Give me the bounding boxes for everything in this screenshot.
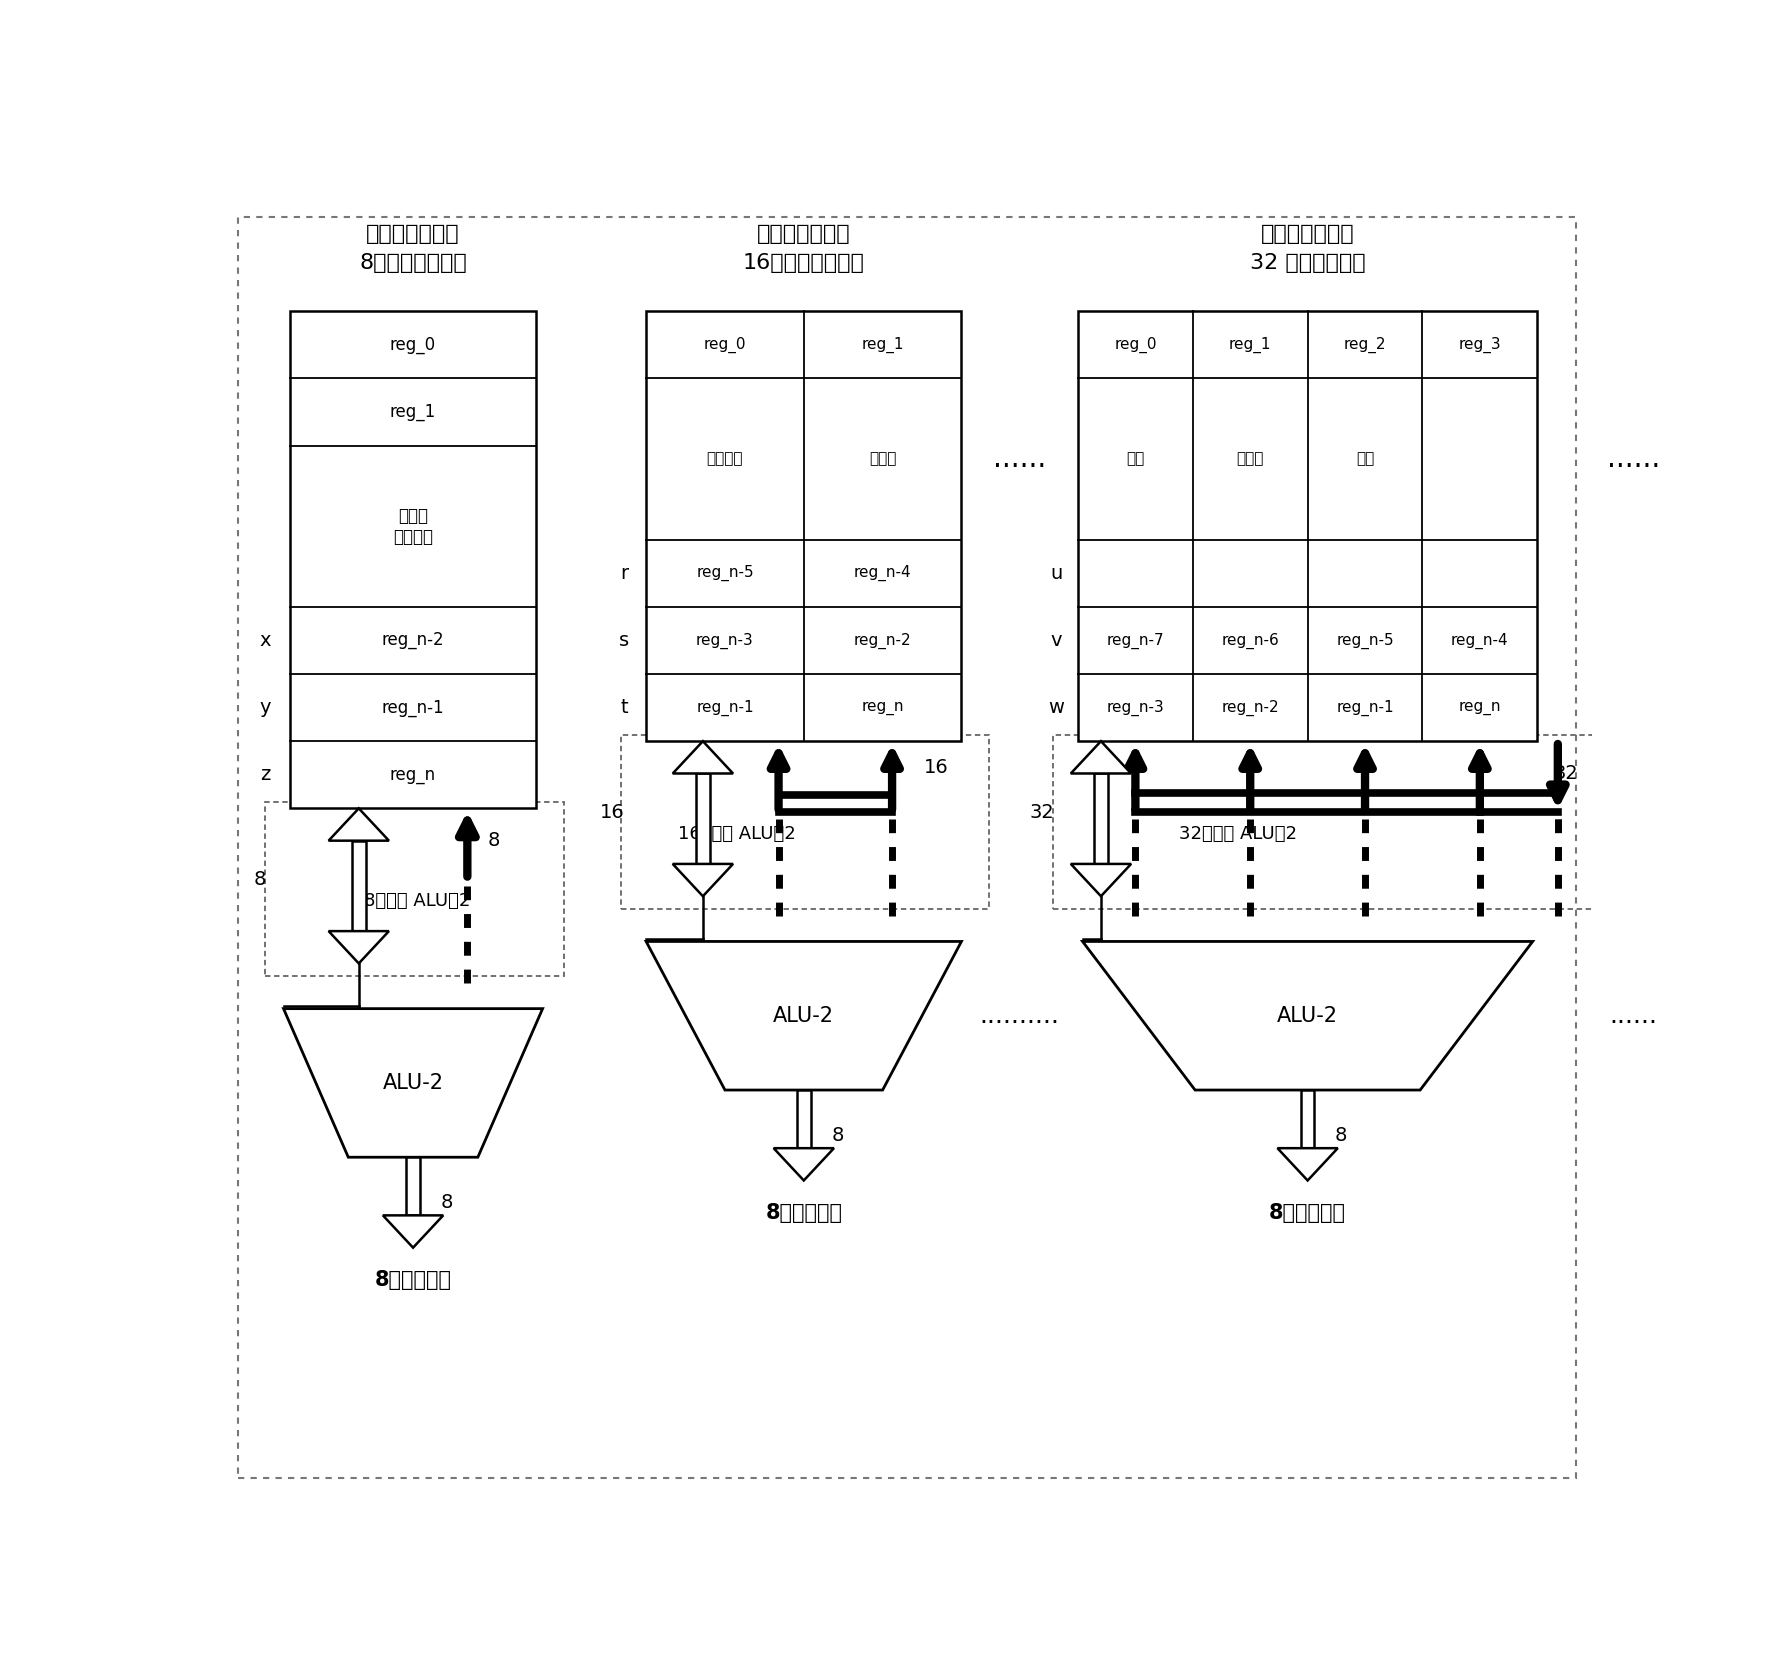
Text: reg_n-5: reg_n-5 (697, 565, 754, 581)
Text: ......: ...... (992, 445, 1045, 473)
Text: 16: 16 (600, 802, 624, 822)
Text: ALU-2: ALU-2 (382, 1072, 444, 1092)
Text: 8位带宽组织形式: 8位带宽组织形式 (359, 253, 467, 274)
Bar (796, 1091, 810, 1148)
Text: ALU-2: ALU-2 (1277, 1005, 1337, 1025)
Bar (1093, 774, 1107, 864)
Polygon shape (672, 864, 732, 896)
Text: 多功能
寄存器堆: 多功能 寄存器堆 (393, 507, 433, 545)
Text: 8位带宽 ALU－2: 8位带宽 ALU－2 (364, 893, 471, 911)
Text: reg_n-2: reg_n-2 (382, 631, 444, 649)
Text: x: x (260, 631, 271, 649)
Polygon shape (646, 941, 962, 1091)
Text: reg_0: reg_0 (389, 336, 437, 354)
Text: 能寄存: 能寄存 (1237, 451, 1263, 466)
Text: reg_n-4: reg_n-4 (1451, 633, 1509, 648)
Text: reg_n-1: reg_n-1 (697, 700, 754, 717)
Text: 8: 8 (1336, 1126, 1348, 1144)
Bar (695, 774, 709, 864)
Polygon shape (1070, 864, 1130, 896)
Text: 8位数据总线: 8位数据总线 (375, 1270, 451, 1290)
Text: ALU-2: ALU-2 (773, 1005, 835, 1025)
Text: 多功: 多功 (1127, 451, 1145, 466)
Text: ......: ...... (1606, 445, 1659, 473)
Text: 32 位带宽组织形: 32 位带宽组织形 (1251, 253, 1366, 274)
Text: ......: ...... (1610, 1003, 1658, 1027)
Text: z: z (260, 765, 271, 784)
Text: reg_n-3: reg_n-3 (695, 633, 754, 648)
Polygon shape (1083, 941, 1532, 1091)
Bar (407, 1158, 419, 1215)
Bar (1077, 310, 1537, 742)
Text: 器堆: 器堆 (1355, 451, 1375, 466)
Text: 8: 8 (831, 1126, 844, 1144)
Text: r: r (621, 564, 628, 582)
Text: reg_n-1: reg_n-1 (1336, 700, 1394, 717)
Text: 多功能寄存器堆: 多功能寄存器堆 (757, 223, 851, 243)
Text: ..........: .......... (980, 1003, 1060, 1027)
Text: u: u (1051, 564, 1061, 582)
Text: reg_n-3: reg_n-3 (1107, 700, 1164, 717)
Text: reg_n-6: reg_n-6 (1221, 633, 1279, 648)
Text: reg_3: reg_3 (1458, 337, 1502, 352)
Text: v: v (1051, 631, 1061, 649)
Text: reg_1: reg_1 (862, 337, 904, 352)
Text: reg_n: reg_n (389, 765, 437, 784)
Text: w: w (1047, 698, 1063, 717)
Text: reg_n-2: reg_n-2 (1221, 700, 1279, 717)
Text: y: y (260, 698, 271, 717)
Text: 16位带宽 ALU－2: 16位带宽 ALU－2 (678, 826, 796, 842)
Polygon shape (773, 1148, 833, 1181)
Text: 16: 16 (923, 757, 948, 777)
Bar (290, 310, 536, 809)
Polygon shape (672, 742, 732, 774)
Text: 多功能寄存器堆: 多功能寄存器堆 (1261, 223, 1355, 243)
Text: 32: 32 (1030, 802, 1054, 822)
Text: 8: 8 (488, 831, 501, 851)
Text: s: s (619, 631, 630, 649)
Text: t: t (621, 698, 628, 717)
Bar (1300, 1091, 1314, 1148)
Bar (1053, 735, 1601, 909)
Text: reg_0: reg_0 (1114, 337, 1157, 352)
Polygon shape (329, 809, 389, 841)
Text: 存器堆: 存器堆 (869, 451, 897, 466)
Bar (265, 802, 564, 977)
Text: 多功能寄存器堆: 多功能寄存器堆 (366, 223, 460, 243)
Text: reg_2: reg_2 (1344, 337, 1387, 352)
Text: 多功能寄: 多功能寄 (706, 451, 743, 466)
Polygon shape (283, 1008, 543, 1158)
Bar (646, 310, 962, 742)
Polygon shape (382, 1215, 444, 1248)
Text: reg_1: reg_1 (389, 403, 437, 421)
Text: reg_n-5: reg_n-5 (1336, 633, 1394, 648)
Text: 8位数据总线: 8位数据总线 (766, 1203, 842, 1223)
Text: 8: 8 (440, 1193, 453, 1212)
Text: reg_n-7: reg_n-7 (1107, 633, 1164, 648)
Text: 8: 8 (253, 869, 265, 889)
Text: reg_n-4: reg_n-4 (854, 565, 911, 581)
Polygon shape (329, 931, 389, 963)
Bar (352, 841, 366, 931)
Polygon shape (1277, 1148, 1337, 1181)
Text: reg_n-2: reg_n-2 (854, 633, 911, 648)
Text: reg_1: reg_1 (1229, 337, 1272, 352)
Text: reg_n-1: reg_n-1 (382, 698, 444, 717)
Text: reg_n: reg_n (1459, 700, 1502, 715)
Text: reg_0: reg_0 (704, 337, 747, 352)
Polygon shape (1070, 742, 1130, 774)
Text: 32位带宽 ALU－2: 32位带宽 ALU－2 (1178, 826, 1297, 842)
Text: 8位数据总线: 8位数据总线 (1268, 1203, 1346, 1223)
Text: 16位带宽组织形式: 16位带宽组织形式 (743, 253, 865, 274)
Text: reg_n: reg_n (862, 700, 904, 715)
Text: 32: 32 (1553, 763, 1578, 784)
Bar (621, 735, 989, 909)
